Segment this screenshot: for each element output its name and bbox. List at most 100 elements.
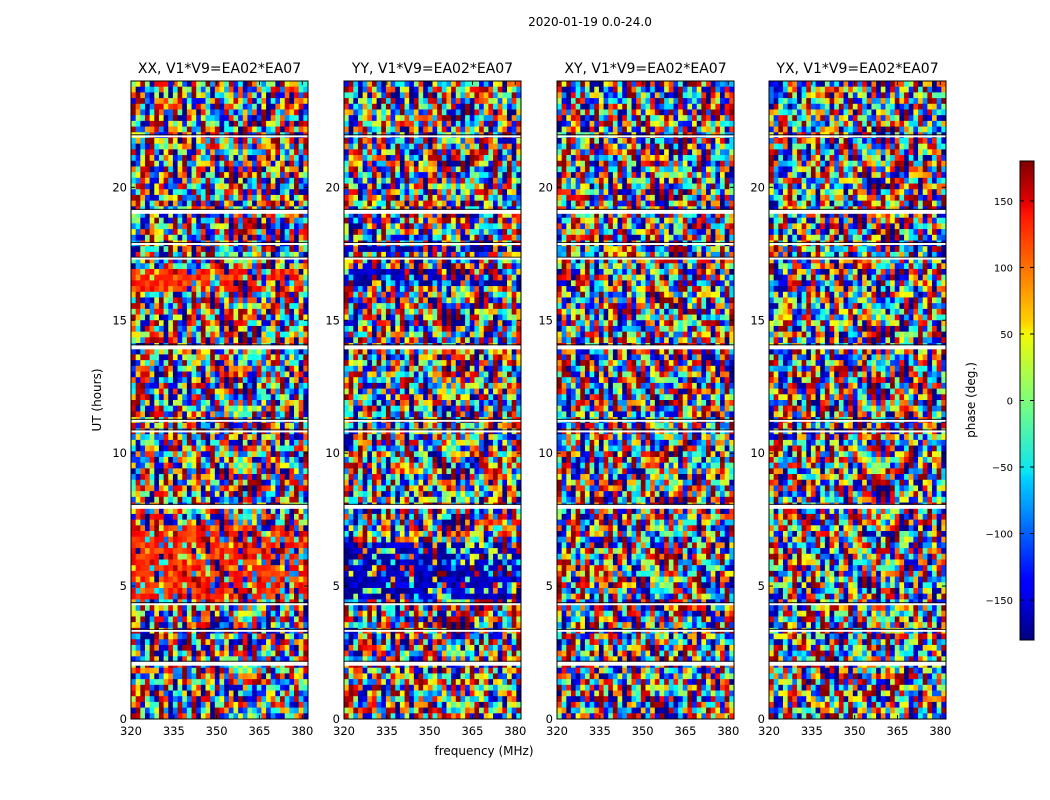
phase-heatmap (131, 81, 309, 720)
panel-frame (768, 80, 947, 720)
x-tick-label: 380 (717, 724, 739, 738)
x-tick-label: 365 (886, 724, 908, 738)
y-tick-label: 0 (120, 712, 127, 726)
phase-heatmap (344, 81, 522, 720)
y-axis-label: UT (hours) (90, 368, 104, 431)
x-tick-label: 380 (929, 724, 951, 738)
y-tick-label: 20 (750, 180, 765, 194)
flagged-gap (557, 419, 734, 422)
x-tick-label: 380 (291, 724, 313, 738)
x-tick-label: 350 (632, 724, 654, 738)
y-tick-label: 10 (325, 446, 340, 460)
flagged-gap (769, 243, 946, 245)
panel-title: XY, V1*V9=EA02*EA07 (564, 61, 726, 77)
x-tick-label: 320 (546, 724, 568, 738)
flagged-gap (131, 603, 308, 606)
colorbar-tick-label: 50 (1000, 330, 1013, 341)
x-tick-label: 350 (206, 724, 228, 738)
flagged-gap (557, 135, 734, 138)
flagged-gap (131, 419, 308, 422)
flagged-gap (131, 243, 308, 245)
x-axis-label: frequency (MHz) (434, 744, 533, 758)
flagged-gap (131, 504, 308, 509)
y-tick-label: 10 (750, 446, 765, 460)
y-tick-label: 15 (538, 313, 553, 327)
flagged-gap (344, 661, 521, 666)
y-tick-label: 15 (750, 313, 765, 327)
y-tick-label: 0 (333, 712, 340, 726)
y-tick-label: 20 (538, 180, 553, 194)
panel-frame (343, 80, 522, 720)
y-tick-label: 0 (758, 712, 765, 726)
x-tick-label: 350 (419, 724, 441, 738)
x-tick-label: 320 (120, 724, 142, 738)
colorbar-label: phase (deg.) (964, 362, 978, 438)
flagged-gap (769, 430, 946, 433)
flagged-gaps (131, 134, 308, 666)
colorbar-tick-label: 0 (1007, 397, 1013, 408)
x-tick-label: 335 (589, 724, 611, 738)
y-tick-label: 20 (325, 180, 340, 194)
flagged-gap (344, 430, 521, 433)
y-tick-label: 10 (112, 446, 127, 460)
flagged-gap (131, 209, 308, 214)
panel-title: XX, V1*V9=EA02*EA07 (138, 61, 301, 77)
panel-2: YY, V1*V9=EA02*EA07 320 335 350 365 380 0 5 10 15… (325, 61, 526, 738)
panels: XX, V1*V9=EA02*EA07 320 335 350 365 380 0 5 10 15… (112, 61, 951, 738)
colorbar-ticks: 150 100 50 0 −50 −100 −150 (986, 197, 1034, 607)
flagged-gap (344, 243, 521, 245)
x-tick-label: 335 (376, 724, 398, 738)
panel-title: YX, V1*V9=EA02*EA07 (775, 61, 938, 77)
x-tick-label: 380 (504, 724, 526, 738)
flagged-gap (557, 243, 734, 245)
flagged-gap (769, 661, 946, 666)
y-tick-label: 5 (546, 579, 553, 593)
flagged-gap (344, 504, 521, 509)
flagged-gap (344, 603, 521, 606)
flagged-gap (131, 345, 308, 350)
colorbar-tick-label: −150 (986, 596, 1013, 607)
flagged-gap (557, 430, 734, 433)
flagged-gap (769, 603, 946, 606)
flagged-gap (131, 430, 308, 433)
flagged-gap (131, 629, 308, 632)
flagged-gap (344, 629, 521, 632)
x-tick-label: 320 (333, 724, 355, 738)
flagged-gaps (769, 134, 946, 666)
flagged-gap (344, 419, 521, 422)
flagged-gap (131, 135, 308, 138)
panel-1: XX, V1*V9=EA02*EA07 320 335 350 365 380 0 5 10 15… (112, 61, 313, 738)
y-tick-label: 10 (538, 446, 553, 460)
flagged-gap (557, 209, 734, 214)
panel-4: YX, V1*V9=EA02*EA07 320 335 350 365 380 0 5 10 15… (750, 61, 951, 738)
panel-3: XY, V1*V9=EA02*EA07 320 335 350 365 380 0 5 10 15… (538, 61, 739, 738)
flagged-gap (557, 504, 734, 509)
y-tick-label: 5 (758, 579, 765, 593)
y-tick-label: 5 (120, 579, 127, 593)
colorbar: 150 100 50 0 −50 −100 −150 phase (deg.) (964, 160, 1035, 641)
flagged-gap (769, 257, 946, 260)
flagged-gap (344, 209, 521, 214)
flagged-gap (769, 419, 946, 422)
flagged-gap (557, 257, 734, 260)
flagged-gaps (344, 134, 521, 666)
flagged-gap (344, 257, 521, 260)
phase-heatmap (769, 81, 947, 720)
flagged-gaps (557, 134, 734, 666)
x-tick-label: 335 (163, 724, 185, 738)
y-tick-label: 0 (546, 712, 553, 726)
flagged-gap (769, 135, 946, 138)
x-tick-label: 365 (248, 724, 270, 738)
flagged-gap (557, 603, 734, 606)
flagged-gap (131, 661, 308, 666)
phase-heatmap (557, 81, 735, 720)
figure-title: 2020-01-19 0.0-24.0 (528, 15, 652, 29)
flagged-gap (557, 629, 734, 632)
flagged-gap (557, 661, 734, 666)
y-tick-label: 15 (325, 313, 340, 327)
flagged-gap (769, 345, 946, 350)
x-tick-label: 350 (844, 724, 866, 738)
x-tick-label: 365 (674, 724, 696, 738)
y-tick-label: 15 (112, 313, 127, 327)
